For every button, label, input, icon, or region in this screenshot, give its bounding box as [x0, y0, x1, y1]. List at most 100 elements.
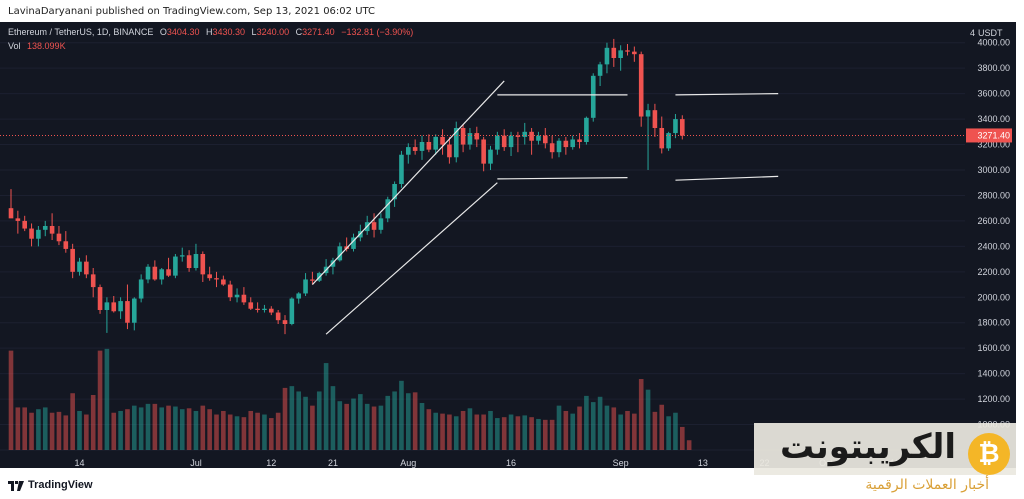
candle-body — [132, 298, 137, 323]
candle-body — [234, 294, 240, 298]
candle-body — [536, 135, 541, 141]
axis-top-number: 4 — [970, 28, 975, 38]
candle-body — [303, 279, 308, 294]
candle-body — [495, 135, 500, 150]
volume-value: 138.099K — [27, 41, 66, 51]
bitcoin-coin-icon: ₿ — [968, 433, 1010, 475]
footer — [0, 472, 1024, 499]
legend-symbol-text: Ethereum / TetherUS, 1D, BINANCE — [8, 27, 153, 37]
candle-body — [406, 147, 411, 155]
volume-bar — [666, 416, 671, 450]
change-value: −132.81 (−3.90%) — [341, 27, 413, 37]
volume-bar — [474, 414, 480, 450]
price-tick-label: 1800.00 — [977, 318, 1010, 328]
candle-body — [590, 75, 596, 118]
volume-bar — [255, 412, 260, 450]
candle-body — [604, 47, 610, 65]
volume-bar — [632, 413, 637, 450]
candle-body — [337, 246, 343, 261]
price-tick-label: 1600.00 — [977, 343, 1010, 353]
volume-bar — [385, 395, 391, 450]
volume-bar — [556, 405, 562, 450]
volume-bars — [8, 348, 692, 450]
volume-bar — [104, 348, 110, 450]
candle-body — [22, 220, 27, 229]
candle-body — [467, 133, 473, 145]
candle-body — [63, 241, 69, 249]
volume-bar — [495, 418, 500, 450]
volume-bar — [549, 419, 555, 450]
candle-body — [269, 308, 274, 313]
volume-bar — [42, 407, 48, 450]
candle-body — [625, 50, 630, 52]
volume-bar — [447, 414, 452, 450]
tradingview-brand[interactable]: TradingView — [28, 479, 93, 491]
time-tick-label: 16 — [506, 458, 516, 468]
candle-body — [632, 51, 637, 55]
chart-panel[interactable]: 800.001000.001200.001400.001600.001800.0… — [0, 22, 1016, 468]
candle-body — [104, 302, 110, 310]
volume-bar — [604, 405, 610, 450]
candle-body — [241, 294, 247, 303]
volume-bar — [399, 380, 404, 450]
candle-body — [214, 278, 219, 280]
candle-body — [227, 284, 233, 298]
volume-bar — [419, 402, 425, 450]
price-tick-label: 3600.00 — [977, 89, 1010, 99]
tradingview-logo-icon[interactable] — [8, 481, 24, 491]
candle-body — [282, 320, 288, 324]
price-tick-label: 3000.00 — [977, 165, 1010, 175]
channel-trendline — [325, 182, 498, 335]
candle-body — [488, 149, 493, 164]
volume-bar — [358, 394, 363, 450]
volume-bar — [200, 405, 206, 450]
volume-bar — [77, 410, 82, 450]
volume-bar — [392, 391, 397, 450]
volume-bar — [152, 403, 158, 450]
time-tick-label: 14 — [74, 458, 84, 468]
candle-body — [577, 139, 582, 142]
candle-body — [611, 47, 617, 58]
volume-bar — [303, 396, 308, 450]
volume-bar — [378, 405, 384, 450]
volume-bar — [563, 410, 569, 450]
candle-body — [481, 139, 486, 164]
candle-body — [371, 222, 377, 230]
candle-body — [426, 142, 432, 150]
volume-bar — [529, 417, 534, 450]
volume-bar — [508, 414, 514, 450]
volume-bar — [543, 419, 548, 450]
price-tick-label: 2800.00 — [977, 190, 1010, 200]
candle-body — [652, 110, 658, 128]
candle-body — [680, 119, 685, 136]
range-line — [497, 177, 628, 180]
last-price-label: 3271.40 — [977, 130, 1010, 140]
volume-bar — [453, 416, 459, 450]
candle-body — [15, 218, 21, 221]
candles — [8, 38, 685, 335]
volume-bar — [248, 410, 254, 450]
high-value: 3430.30 — [212, 27, 245, 37]
price-chart[interactable]: 800.001000.001200.001400.001600.001800.0… — [0, 22, 1016, 468]
candle-body — [584, 117, 589, 142]
volume-bar — [282, 387, 288, 450]
candle-body — [8, 208, 14, 219]
volume-bar — [262, 414, 267, 450]
candle-body — [36, 229, 41, 239]
price-tick-label: 3400.00 — [977, 114, 1010, 124]
price-tick-label: 3200.00 — [977, 140, 1010, 150]
candle-body — [392, 184, 397, 200]
channel-trendline — [311, 80, 505, 285]
candle-body — [289, 298, 295, 324]
volume-bar — [625, 410, 630, 450]
volume-bar — [63, 415, 69, 450]
candle-body — [221, 279, 226, 285]
watermark-subtitle: أخبار العملات الرقمية — [865, 477, 989, 493]
volume-bar — [193, 410, 199, 450]
volume-bar — [90, 395, 96, 450]
volume-bar — [234, 416, 240, 450]
candle-body — [49, 226, 55, 234]
candle-body — [549, 143, 555, 153]
candle-body — [666, 133, 671, 149]
price-tick-label: 1400.00 — [977, 369, 1010, 379]
